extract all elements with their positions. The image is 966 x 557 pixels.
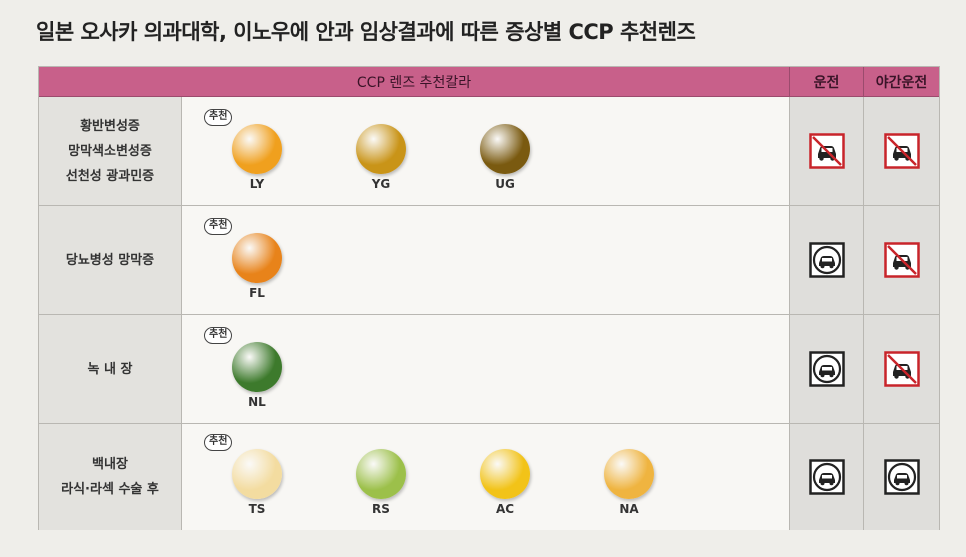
recommended-badge: 추천 (204, 434, 233, 451)
lens-code-label: NL (248, 394, 266, 409)
lens-color-cell: 추천 NL (182, 315, 789, 423)
lens-swatch-fl (232, 232, 282, 283)
condition-label: 망막색소변성증 (68, 143, 152, 159)
condition-label: 황반변성증 (80, 118, 140, 134)
no-driving-icon (883, 133, 920, 169)
condition-cell: 당뇨병성 망막증 (39, 206, 182, 314)
lens-swatch-rs (356, 449, 406, 499)
no-driving-icon (808, 133, 845, 169)
night-driving-cell (863, 424, 939, 530)
night-driving-cell (863, 206, 939, 314)
lens-swatch-yg (356, 123, 406, 174)
lens-code-label: RS (372, 502, 390, 516)
header-driving: 운전 (789, 67, 863, 97)
driving-cell (789, 315, 863, 423)
condition-label: 녹 내 장 (87, 361, 133, 377)
lens-swatch-na (604, 449, 654, 499)
driving-allowed-icon (883, 459, 920, 495)
table-header: CCP 렌즈 추천칼라 운전 야간운전 (39, 67, 939, 97)
lens-swatch-ug (480, 123, 530, 174)
night-driving-cell (863, 97, 939, 205)
no-driving-icon (883, 351, 920, 387)
lens-code-label: FL (249, 285, 265, 300)
lens-swatch-nl (232, 341, 282, 392)
lens-code-label: AC (495, 502, 515, 516)
no-driving-icon (883, 242, 920, 278)
recommended-badge: 추천 (204, 326, 233, 344)
table-row: 당뇨병성 망막증 추천 FL (39, 206, 939, 315)
condition-label: 당뇨병성 망막증 (65, 252, 155, 268)
driving-cell (789, 206, 863, 314)
header-lens-color: CCP 렌즈 추천칼라 (356, 75, 472, 91)
recommended-badge: 추천 (204, 217, 233, 235)
lens-swatch-ac (480, 449, 530, 499)
condition-cell: 녹 내 장 (39, 315, 182, 423)
driving-allowed-icon (808, 459, 845, 495)
lens-code-label: TS (248, 502, 266, 516)
lens-code-label: UG (495, 176, 515, 191)
lens-color-cell: 추천 FL (182, 206, 789, 314)
recommended-badge: 추천 (204, 108, 233, 126)
driving-cell (789, 424, 863, 530)
condition-label: 선천성 광과민증 (65, 168, 155, 184)
table-row: 녹 내 장 추천 NL (39, 315, 939, 424)
lens-code-label: LY (249, 176, 265, 191)
lens-color-cell: 추천 TS RS AC NA (182, 424, 789, 530)
lens-code-label: NA (619, 502, 639, 516)
condition-label: 백내장 (92, 457, 128, 472)
driving-cell (789, 97, 863, 205)
driving-allowed-icon (808, 242, 845, 278)
driving-allowed-icon (808, 351, 845, 387)
lens-swatch-ts (232, 449, 282, 499)
lens-color-cell: 추천 LY YG UG (182, 97, 789, 205)
lens-code-label: YG (371, 176, 391, 191)
lens-swatch-ly (232, 123, 282, 174)
condition-label: 라식·라섹 수술 후 (61, 482, 159, 497)
night-driving-cell (863, 315, 939, 423)
page-title: 일본 오사카 의과대학, 이노우에 안과 임상결과에 따른 증상별 CCP 추천… (36, 20, 696, 44)
header-night-driving: 야간운전 (863, 67, 939, 97)
